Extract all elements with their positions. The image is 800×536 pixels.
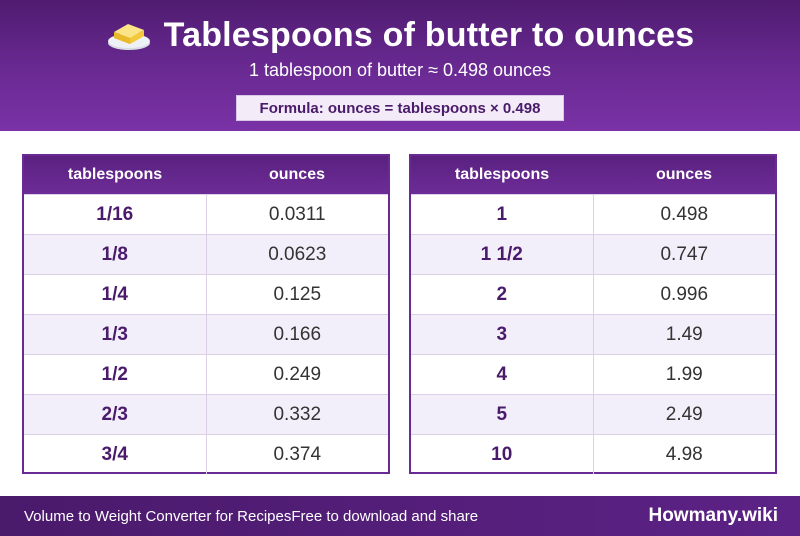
column-header-tablespoons: tablespoons [454,166,550,183]
ounces-cell: 4.98 [665,443,703,465]
ounces-cell: 0.332 [273,403,322,425]
table-header: tablespoons ounces [411,156,775,194]
tablespoons-cell: 1 1/2 [411,235,594,274]
ounces-cell: 0.996 [660,283,709,305]
conversion-table-left: tablespoons ounces 1/16 0.0311 1/8 0.062… [22,154,390,474]
conversion-table-right: tablespoons ounces 1 0.498 1 1/2 0.747 2… [409,154,777,474]
title-row: Tablespoons of butter to ounces [0,12,800,58]
ounces-cell: 0.0623 [268,243,327,265]
table-row: 1/3 0.166 [24,314,388,354]
tablespoons-cell: 1/8 [24,235,207,274]
ounces-cell: 0.498 [660,203,709,225]
ounces-cell: 0.249 [273,363,322,385]
brand-link[interactable]: Howmany.wiki [648,505,778,526]
ounces-cell: 0.747 [660,243,709,265]
column-header-ounces: ounces [268,166,325,183]
table-row: 1/2 0.249 [24,354,388,394]
table-row: 5 2.49 [411,394,775,434]
formula-box: Formula: ounces = tablespoons × 0.498 [236,95,564,121]
ounces-cell: 0.0311 [268,203,326,225]
table-row: 10 4.98 [411,434,775,474]
header-banner: Tablespoons of butter to ounces 1 tables… [0,0,800,131]
ounces-cell: 2.49 [665,403,703,425]
table-row: 1/16 0.0311 [24,194,388,234]
table-row: 1/8 0.0623 [24,234,388,274]
footer-tagline: Volume to Weight Converter for RecipesFr… [24,507,479,525]
table-row: 1 0.498 [411,194,775,234]
ounces-cell: 0.125 [273,283,322,305]
tablespoons-cell: 1/16 [24,195,207,234]
tablespoons-cell: 1 [411,195,594,234]
tablespoons-cell: 1/4 [24,275,207,314]
table-row: 2/3 0.332 [24,394,388,434]
subtitle: 1 tablespoon of butter ≈ 0.498 ounces [248,60,552,80]
tablespoons-cell: 4 [411,355,594,394]
tablespoons-cell: 1/2 [24,355,207,394]
footer-bar: Volume to Weight Converter for RecipesFr… [0,496,800,536]
tablespoons-cell: 2 [411,275,594,314]
tablespoons-cell: 1/3 [24,315,207,354]
table-row: 1/4 0.125 [24,274,388,314]
tablespoons-cell: 3/4 [24,435,207,474]
ounces-cell: 0.166 [273,323,322,345]
page-title: Tablespoons of butter to ounces [163,15,695,54]
tablespoons-cell: 2/3 [24,395,207,434]
ounces-cell: 0.374 [273,443,322,465]
tablespoons-cell: 10 [411,435,594,474]
tablespoons-cell: 3 [411,315,594,354]
table-row: 2 0.996 [411,274,775,314]
column-header-ounces: ounces [655,166,712,183]
column-header-tablespoons: tablespoons [67,166,163,183]
table-row: 4 1.99 [411,354,775,394]
butter-icon [107,24,150,50]
table-row: 1 1/2 0.747 [411,234,775,274]
ounces-cell: 1.99 [665,363,703,385]
table-row: 3/4 0.374 [24,434,388,474]
table-header: tablespoons ounces [24,156,388,194]
tablespoons-cell: 5 [411,395,594,434]
table-row: 3 1.49 [411,314,775,354]
ounces-cell: 1.49 [665,323,703,345]
